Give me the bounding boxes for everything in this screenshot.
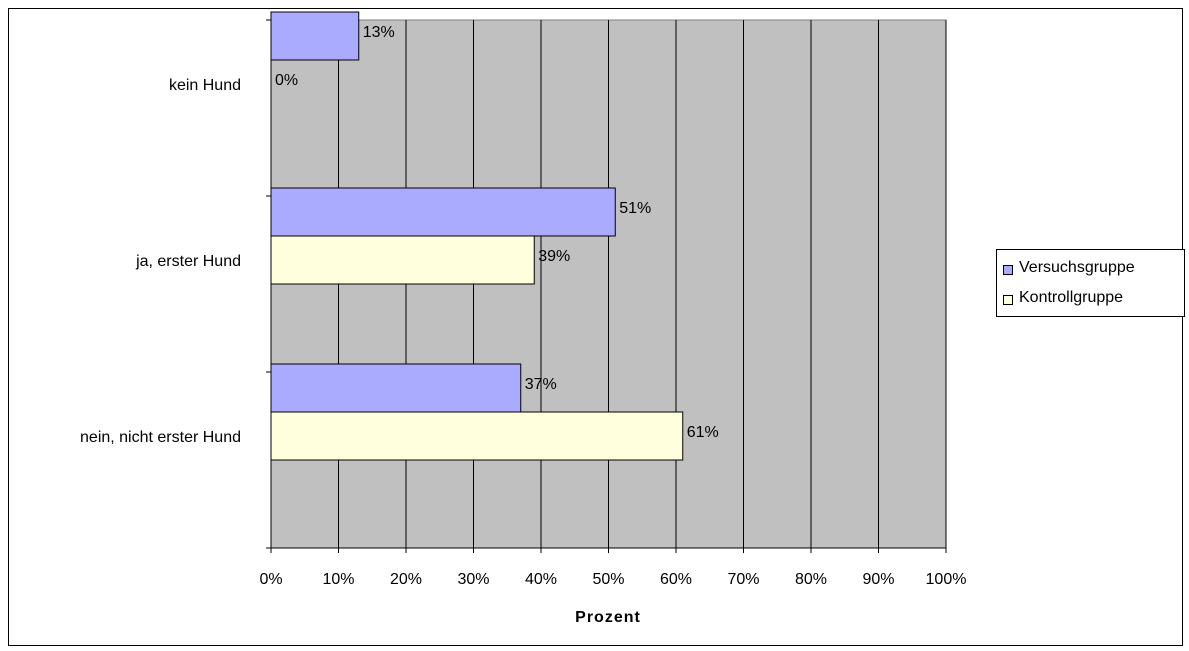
data-label: 39% (538, 248, 570, 265)
data-label: 51% (619, 200, 651, 217)
labels: 0% 10% 20% 30% 40% 50% 60% 70% 80% 90% 100% kein Hu… (80, 24, 966, 588)
data-label: 37% (525, 376, 557, 393)
x-tick-label: 30% (457, 571, 489, 588)
bar (270, 411, 684, 461)
x-tick-label: 10% (322, 571, 354, 588)
bar (270, 235, 535, 285)
category-label: nein, nicht erster Hund (80, 429, 241, 446)
legend-swatch-kontrollgruppe (1003, 295, 1013, 305)
legend-swatch-versuchsgruppe (1003, 265, 1013, 275)
x-tick-label: 60% (660, 571, 692, 588)
data-label: 0% (275, 72, 298, 89)
x-tick-label: 80% (795, 571, 827, 588)
bars (270, 11, 684, 461)
x-tick-label: 100% (926, 571, 967, 588)
x-tick-label: 0% (259, 571, 282, 588)
legend-item-versuchsgruppe: Versuchsgruppe (1003, 258, 1135, 278)
axes (266, 19, 947, 553)
legend-item-kontrollgruppe: Kontrollgruppe (1003, 288, 1123, 308)
legend-label-versuchsgruppe: Versuchsgruppe (1019, 259, 1135, 276)
data-label: 61% (687, 424, 719, 441)
legend: Versuchsgruppe Kontrollgruppe (996, 249, 1185, 317)
x-tick-label: 90% (862, 571, 894, 588)
bar (270, 187, 616, 237)
x-tick-label: 70% (727, 571, 759, 588)
bar (270, 11, 360, 61)
x-tick-label: 50% (592, 571, 624, 588)
data-label: 13% (363, 24, 395, 41)
bar (270, 363, 522, 413)
x-axis-title: Prozent (575, 609, 641, 626)
legend-label-kontrollgruppe: Kontrollgruppe (1019, 289, 1124, 306)
category-label: kein Hund (169, 77, 241, 94)
category-label: ja, erster Hund (135, 253, 241, 270)
x-tick-label: 20% (390, 571, 422, 588)
x-tick-label: 40% (525, 571, 557, 588)
